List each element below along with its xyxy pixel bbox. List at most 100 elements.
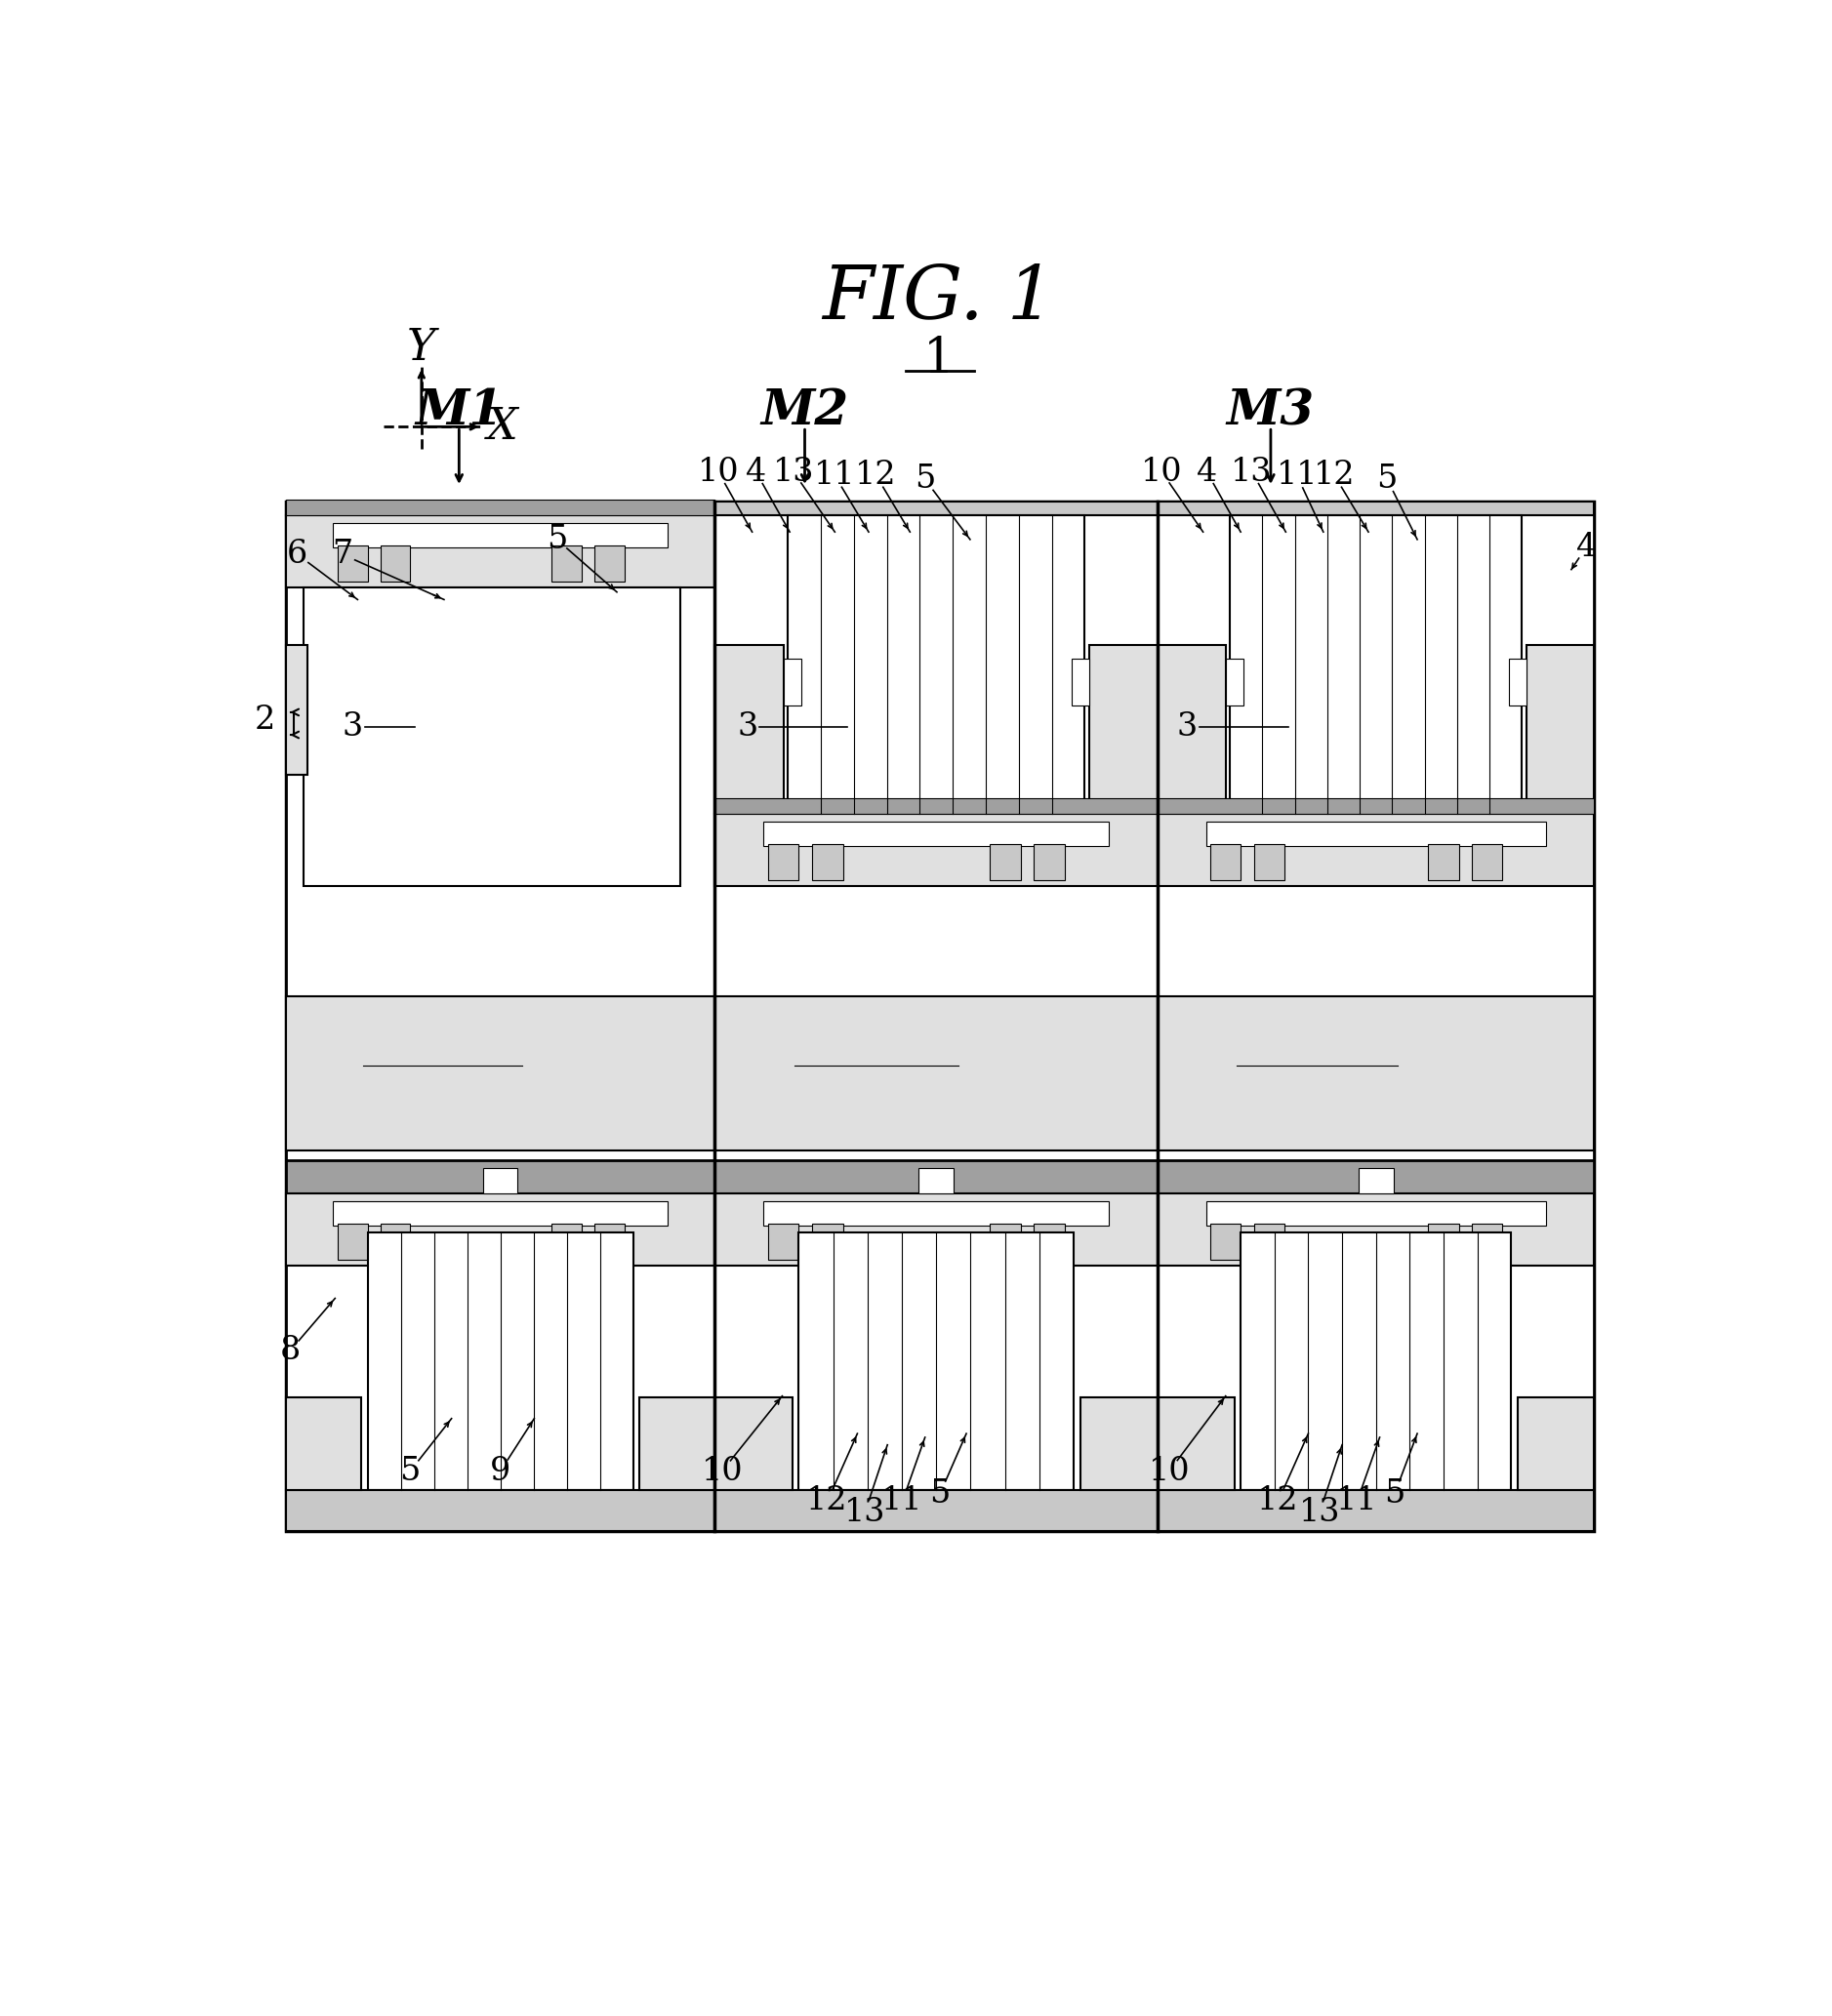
Text: 11: 11 bbox=[1277, 460, 1317, 492]
Text: 6: 6 bbox=[288, 538, 308, 571]
Bar bbox=[286, 645, 308, 774]
Text: 13: 13 bbox=[773, 456, 813, 488]
Bar bbox=[1471, 1224, 1502, 1260]
Bar bbox=[714, 645, 784, 814]
Text: 10: 10 bbox=[1149, 1456, 1191, 1486]
Bar bbox=[1253, 1224, 1284, 1260]
Bar bbox=[1158, 798, 1594, 814]
Bar bbox=[1033, 1224, 1064, 1260]
Bar bbox=[1158, 1490, 1594, 1532]
Text: X: X bbox=[487, 405, 518, 448]
Text: 10: 10 bbox=[702, 1456, 744, 1486]
Bar bbox=[286, 502, 714, 516]
Bar bbox=[1205, 1202, 1546, 1226]
Bar bbox=[788, 516, 1085, 814]
Bar bbox=[1359, 1167, 1394, 1193]
Bar bbox=[484, 1167, 517, 1193]
Bar bbox=[286, 502, 714, 1532]
Bar bbox=[768, 1224, 799, 1260]
Text: 13: 13 bbox=[1231, 456, 1273, 488]
Text: 13: 13 bbox=[845, 1496, 885, 1528]
Text: 9: 9 bbox=[489, 1456, 511, 1486]
Bar bbox=[286, 996, 714, 1151]
Bar bbox=[1081, 1397, 1158, 1490]
Bar bbox=[286, 1161, 714, 1193]
Bar bbox=[989, 1224, 1020, 1260]
Bar bbox=[989, 845, 1020, 881]
Bar bbox=[337, 1224, 368, 1260]
Bar bbox=[1158, 1161, 1594, 1193]
Bar bbox=[1033, 845, 1064, 881]
Text: 3: 3 bbox=[343, 712, 363, 744]
Text: 8: 8 bbox=[280, 1335, 300, 1367]
Bar bbox=[764, 821, 1108, 847]
Text: 12: 12 bbox=[806, 1486, 848, 1516]
Text: 10: 10 bbox=[698, 456, 738, 488]
Text: 5: 5 bbox=[914, 464, 936, 496]
Text: M1: M1 bbox=[416, 387, 504, 435]
Bar bbox=[1510, 659, 1526, 706]
Bar bbox=[1211, 1224, 1240, 1260]
Bar bbox=[1158, 645, 1226, 814]
Text: 3: 3 bbox=[1176, 712, 1198, 744]
Bar bbox=[595, 1224, 625, 1260]
Bar bbox=[333, 522, 667, 548]
Bar bbox=[812, 1224, 843, 1260]
Bar bbox=[1226, 659, 1242, 706]
Bar bbox=[304, 587, 680, 885]
Text: 11: 11 bbox=[813, 460, 856, 492]
Bar bbox=[1471, 845, 1502, 881]
Text: 5: 5 bbox=[929, 1478, 951, 1510]
Bar bbox=[1517, 1397, 1594, 1490]
Bar bbox=[1158, 1024, 1594, 1058]
Text: 7: 7 bbox=[332, 538, 354, 571]
Bar bbox=[1429, 1224, 1458, 1260]
Bar bbox=[286, 500, 714, 516]
Bar bbox=[1072, 659, 1090, 706]
Bar bbox=[714, 996, 1158, 1151]
Bar bbox=[812, 845, 843, 881]
Bar bbox=[918, 1167, 954, 1193]
Bar bbox=[1158, 502, 1594, 1532]
Bar bbox=[1526, 645, 1594, 814]
Text: 4: 4 bbox=[746, 456, 766, 488]
Bar bbox=[1158, 1397, 1235, 1490]
Bar bbox=[714, 1193, 1158, 1266]
Text: FIG. 1: FIG. 1 bbox=[823, 262, 1055, 335]
Text: 12: 12 bbox=[856, 460, 898, 492]
Bar bbox=[714, 1397, 791, 1490]
Bar bbox=[1205, 821, 1546, 847]
Bar bbox=[381, 1224, 410, 1260]
Bar bbox=[714, 1024, 1158, 1058]
Bar bbox=[1240, 1232, 1511, 1490]
Text: 3: 3 bbox=[736, 712, 758, 744]
Text: 12: 12 bbox=[1257, 1486, 1299, 1516]
Text: 2: 2 bbox=[255, 704, 275, 736]
Text: Y: Y bbox=[407, 327, 436, 369]
Text: 13: 13 bbox=[1299, 1496, 1341, 1528]
Bar bbox=[286, 1490, 714, 1532]
Bar bbox=[286, 1024, 714, 1058]
Bar bbox=[714, 1490, 1158, 1532]
Bar bbox=[595, 546, 625, 583]
Bar bbox=[1090, 645, 1158, 814]
Bar bbox=[784, 659, 801, 706]
Bar bbox=[714, 1161, 1158, 1193]
Bar bbox=[551, 546, 583, 583]
Bar bbox=[768, 845, 799, 881]
Text: 4: 4 bbox=[1576, 532, 1598, 562]
Bar bbox=[1158, 814, 1594, 885]
Bar bbox=[286, 1397, 361, 1490]
Bar bbox=[714, 814, 1158, 885]
Text: 11: 11 bbox=[881, 1486, 923, 1516]
Bar bbox=[714, 798, 1158, 814]
Bar bbox=[1429, 845, 1458, 881]
Bar bbox=[1158, 1193, 1594, 1266]
Bar bbox=[1211, 845, 1240, 881]
Bar bbox=[381, 546, 410, 583]
Bar bbox=[286, 502, 1594, 1532]
Text: 5: 5 bbox=[1378, 464, 1398, 496]
Text: 1: 1 bbox=[923, 335, 954, 383]
Bar bbox=[1229, 516, 1522, 814]
Bar bbox=[1253, 845, 1284, 881]
